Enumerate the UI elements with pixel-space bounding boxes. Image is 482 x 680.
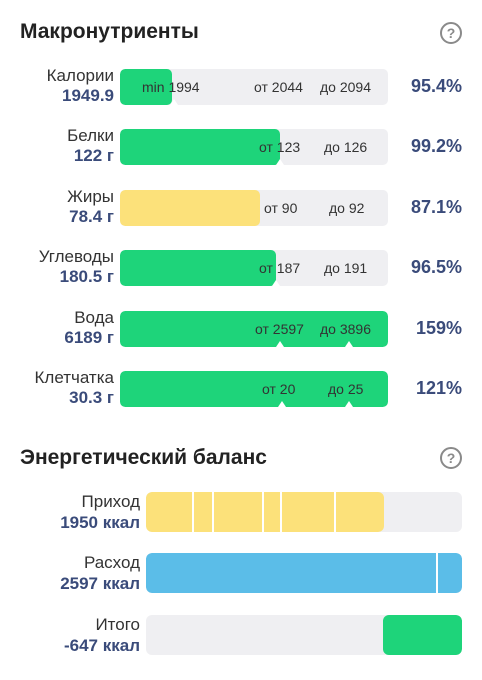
macro-to-label: до 3896 [320, 321, 371, 337]
macro-progress-fill [120, 69, 172, 105]
macro-to-tick [345, 341, 353, 347]
segment-divider [192, 492, 194, 532]
macro-to-tick [345, 401, 353, 407]
energy-value: 2597 ккал [60, 574, 140, 593]
energy-value: -647 ккал [63, 636, 140, 655]
energy-progress-bar [146, 615, 462, 655]
macro-from-label: от 187 [259, 260, 301, 276]
energy-name: Приход [81, 492, 140, 511]
macro-from-label: от 90 [264, 200, 298, 216]
energy-help-icon[interactable]: ? [440, 447, 462, 469]
macro-value: 6189 г [64, 328, 114, 347]
macro-name: Белки [67, 126, 114, 145]
macro-row-calories: Калории 1949.9 min 1994 от 2044 до 2094 … [0, 66, 482, 110]
macro-from-label: от 123 [259, 139, 301, 155]
segment-divider [262, 492, 264, 532]
macro-value: 1949.9 [62, 86, 114, 105]
macro-progress-fill [120, 190, 260, 226]
macro-name: Углеводы [38, 247, 114, 266]
energy-value: 1950 ккал [60, 513, 140, 532]
macro-to-label: до 92 [329, 200, 365, 216]
energy-row-total: Итого -647 ккал [0, 614, 482, 658]
macro-percent: 159% [415, 318, 462, 338]
macro-percent: 95.4% [410, 76, 462, 96]
macro-progress-bar: от 2597 до 3896 [120, 311, 388, 347]
macro-to-label: до 25 [328, 381, 364, 397]
energy-progress-bar [146, 553, 462, 593]
macro-progress-bar: от 90 до 92 [120, 190, 388, 226]
macro-to-label: до 2094 [320, 79, 371, 95]
macro-row-carbs: Углеводы 180.5 г от 187 до 191 96.5% [0, 247, 482, 291]
segment-divider [334, 492, 336, 532]
macro-progress-fill [120, 250, 276, 286]
macro-name: Калории [46, 66, 114, 85]
macro-progress-fill [120, 371, 388, 407]
macro-percent: 96.5% [410, 257, 462, 277]
macros-title: Макронутриенты [20, 20, 199, 43]
macro-to-label: до 126 [324, 139, 368, 155]
energy-row-expense: Расход 2597 ккал [0, 552, 482, 596]
segment-divider [436, 553, 438, 593]
macro-row-proteins: Белки 122 г от 123 до 126 99.2% [0, 126, 482, 170]
macro-progress-bar: min 1994 от 2044 до 2094 [120, 69, 388, 105]
segment-divider [212, 492, 214, 532]
macro-name: Жиры [67, 187, 114, 206]
macro-value: 78.4 г [69, 207, 114, 226]
macro-percent: 121% [415, 378, 462, 398]
energy-progress-fill [383, 615, 462, 655]
macros-help-icon[interactable]: ? [440, 22, 462, 44]
energy-name: Итого [95, 615, 140, 634]
macro-name: Вода [74, 308, 114, 327]
energy-progress-bar [146, 492, 462, 532]
macro-from-tick [276, 341, 284, 347]
segment-divider [280, 492, 282, 532]
macro-progress-fill [120, 129, 280, 165]
macro-from-label: от 2044 [254, 79, 303, 95]
energy-progress-fill [146, 492, 384, 532]
macro-range-tick [272, 280, 280, 286]
macro-value: 180.5 г [59, 267, 114, 286]
macro-range-tick [276, 159, 284, 165]
energy-row-income: Приход 1950 ккал [0, 491, 482, 535]
energy-name: Расход [83, 553, 140, 572]
macro-percent: 99.2% [410, 136, 462, 156]
macro-progress-bar: от 187 до 191 [120, 250, 388, 286]
macro-value: 122 г [73, 146, 114, 165]
macro-row-fiber: Клетчатка 30.3 г от 20 до 25 121% [0, 368, 482, 412]
energy-progress-fill [146, 553, 462, 593]
macro-percent: 87.1% [410, 197, 462, 217]
macro-from-label: от 20 [262, 381, 296, 397]
energy-title: Энергетический баланс [20, 446, 267, 469]
macro-to-label: до 191 [324, 260, 368, 276]
macro-progress-fill [120, 311, 388, 347]
macro-progress-bar: от 123 до 126 [120, 129, 388, 165]
macro-progress-bar: от 20 до 25 [120, 371, 388, 407]
macro-row-fats: Жиры 78.4 г от 90 до 92 87.1% [0, 187, 482, 231]
macro-from-tick [278, 401, 286, 407]
macro-from-label: от 2597 [255, 321, 304, 337]
macro-row-water: Вода 6189 г от 2597 до 3896 159% [0, 308, 482, 352]
macro-min-label: min 1994 [142, 79, 200, 95]
macro-name: Клетчатка [34, 368, 115, 387]
macro-value: 30.3 г [69, 388, 114, 407]
macro-min-tick [170, 99, 178, 105]
